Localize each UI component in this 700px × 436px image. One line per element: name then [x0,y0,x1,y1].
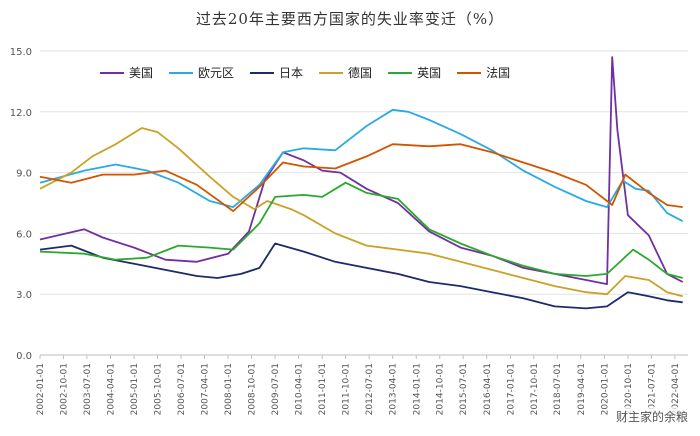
x-tick-label: 2021-07-01 [647,363,657,415]
series-line-法国 [39,143,683,212]
y-tick-label: 12.0 [10,108,32,119]
x-tick-label: 2003-07-01 [83,363,93,415]
legend-swatch [169,71,194,74]
y-tick-label: 15.0 [10,47,32,58]
y-tick-label: 9.0 [16,169,32,180]
x-tick-label: 2017-10-01 [530,363,540,415]
chart-title: 过去20年主要西方国家的失业率变迁（%） [195,10,505,28]
x-tick-label: 2005-01-01 [130,363,140,415]
legend-item: 欧元区 [169,64,234,81]
legend-swatch [250,71,275,74]
series-line-欧元区 [39,108,684,222]
legend-label: 欧元区 [198,66,235,80]
x-tick-label: 2007-04-01 [200,363,210,415]
x-tick-label: 2005-10-01 [154,363,164,415]
y-tick-label: 0.0 [16,351,32,362]
x-tick-label: 2002-10-01 [59,363,69,415]
legend-item: 美国 [100,64,153,81]
series-line-德国 [39,127,683,298]
y-tick-label: 3.0 [16,290,32,301]
x-tick-label: 2015-07-01 [459,363,469,415]
x-tick-label: 2004-04-01 [106,363,116,415]
x-tick-label: 2018-07-01 [553,363,563,415]
x-tick-label: 2013-04-01 [389,363,399,415]
series-line-英国 [39,181,683,279]
legend-label: 德国 [348,66,373,80]
x-tick-label: 2016-04-01 [483,363,493,415]
x-tick-label: 2022-04-01 [671,363,681,415]
watermark-text: 财主家的余粮 [611,407,692,426]
x-tick-label: 2017-01-01 [506,363,516,415]
legend-swatch [319,71,344,74]
x-tick-label: 2014-01-01 [412,363,422,415]
legend-swatch [388,71,413,74]
legend-item: 英国 [388,64,441,81]
x-tick-label: 2019-04-01 [577,363,587,415]
x-tick-label: 2008-01-01 [224,363,234,415]
legend-item: 日本 [250,64,303,81]
legend-label: 法国 [486,66,511,80]
x-tick-label: 2009-07-01 [271,363,281,415]
series-line-美国 [39,56,684,285]
x-tick-label: 2010-04-01 [295,363,305,415]
x-tick-label: 2008-10-01 [248,363,258,415]
x-tick-label: 2020-10-01 [624,363,634,415]
x-tick-label: 2006-07-01 [177,363,187,415]
x-tick-label: 2020-01-01 [600,363,610,415]
legend-item: 德国 [319,64,372,81]
y-tick-label: 6.0 [16,229,32,240]
legend-label: 美国 [129,66,154,80]
legend: 美国 欧元区 日本 德国 英国 法国 [100,64,510,81]
legend-label: 日本 [279,66,304,80]
legend-swatch [457,71,482,74]
legend-swatch [100,71,124,74]
x-tick-label: 2011-01-01 [318,363,328,415]
legend-item: 法国 [457,64,510,81]
x-tick-label: 2002-01-01 [36,363,46,415]
legend-label: 英国 [417,66,442,80]
x-tick-label: 2012-07-01 [365,363,375,415]
x-tick-label: 2014-10-01 [436,363,446,415]
x-tick-label: 2011-10-01 [342,363,352,415]
series-line-日本 [39,242,683,310]
